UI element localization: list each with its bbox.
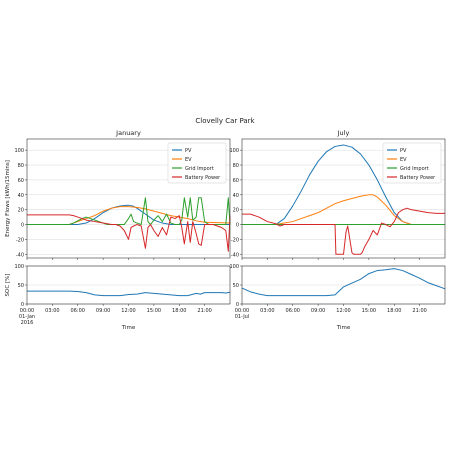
x-tick-label: 21:00 (412, 308, 426, 314)
legend-layer: PV EV Grid Import Battery Power PV EV Grid Imp… (167, 142, 442, 184)
x-tick-label: 12:00 (336, 308, 350, 314)
x-tick-label: 15:00 (362, 308, 376, 314)
y-tick-label: -20 (231, 237, 239, 243)
legend-label: Grid Import (400, 166, 429, 172)
x-tick-label: 12:00 (121, 308, 135, 314)
y-tick-label: 50 (233, 283, 239, 289)
y-tick-label: 100 (14, 148, 24, 154)
series-line-ev (242, 194, 445, 226)
y-tick-label: 100 (229, 148, 239, 154)
x-origin-label: 2016 (21, 320, 34, 326)
y-tick-label: 0 (236, 302, 239, 308)
legend-label: PV (185, 148, 192, 154)
series-line-soc (27, 290, 231, 297)
legend-label: Grid Import (185, 166, 214, 172)
axes-frame (26, 265, 231, 305)
chart-title: July (337, 129, 350, 137)
x-origin-label: 01-Jul (235, 314, 249, 320)
legend-label: Battery Power (185, 175, 221, 181)
x-axis-label: Time (121, 325, 136, 331)
x-tick-label: 18:00 (172, 308, 186, 314)
text-layer: -40 -20 0 20 40 60 80 100 January Energy Flows [k… (5, 129, 427, 331)
x-origin-label: 01-Jan (19, 314, 35, 320)
y-axis-label: SOC [%] (5, 274, 11, 297)
y-tick-label: 80 (233, 163, 239, 169)
y-tick-label: 100 (229, 264, 239, 270)
axes-frame (26, 138, 231, 259)
y-tick-label: 80 (18, 163, 24, 169)
x-tick-label: 03:00 (45, 308, 59, 314)
series-line-grid-import (27, 197, 231, 226)
x-tick-label: 06:00 (71, 308, 85, 314)
y-axis-label: Energy Flows [kWh/15mins] (5, 160, 11, 237)
legend-label: EV (185, 157, 192, 163)
y-tick-label: 20 (233, 208, 239, 214)
y-tick-label: -20 (16, 237, 24, 243)
x-tick-label: 09:00 (311, 308, 325, 314)
legend-box (382, 142, 442, 184)
x-tick-label: 03:00 (260, 308, 274, 314)
y-tick-label: 20 (18, 208, 24, 214)
series-line-battery-power (27, 214, 231, 252)
y-tick-label: 50 (18, 283, 24, 289)
y-tick-label: 100 (14, 264, 24, 270)
lines-layer (27, 144, 446, 297)
x-axis-label: Time (336, 325, 351, 331)
y-tick-label: 60 (18, 178, 24, 184)
legend-label: PV (400, 148, 407, 154)
figure-title: Clovelly Car Park (195, 117, 255, 125)
series-line-battery-power (242, 207, 445, 255)
y-tick-label: 40 (233, 193, 239, 199)
y-tick-label: 40 (18, 193, 24, 199)
legend-label: Battery Power (400, 175, 436, 181)
x-tick-label: 06:00 (286, 308, 300, 314)
y-tick-label: 0 (236, 223, 239, 229)
series-line-pv (27, 204, 230, 226)
y-tick-label: -40 (231, 252, 239, 258)
legend-box (167, 142, 227, 184)
x-tick-label: 18:00 (387, 308, 401, 314)
axes-layer (25, 138, 446, 306)
chart-title: January (115, 129, 141, 137)
x-tick-label: 09:00 (96, 308, 110, 314)
y-tick-label: -40 (16, 252, 24, 258)
x-tick-label: 00:00 (235, 308, 249, 314)
y-tick-label: 0 (21, 302, 24, 308)
y-tick-label: 60 (233, 178, 239, 184)
series-line-ev (27, 206, 231, 226)
y-tick-label: 0 (21, 223, 24, 229)
x-tick-label: 21:00 (197, 308, 211, 314)
x-tick-label: 15:00 (147, 308, 161, 314)
series-line-pv (242, 144, 445, 226)
legend-label: EV (400, 157, 407, 163)
x-tick-label: 00:00 (20, 308, 34, 314)
series-line-soc (241, 268, 446, 297)
axes-frame (241, 138, 446, 259)
axes-frame (241, 265, 446, 305)
